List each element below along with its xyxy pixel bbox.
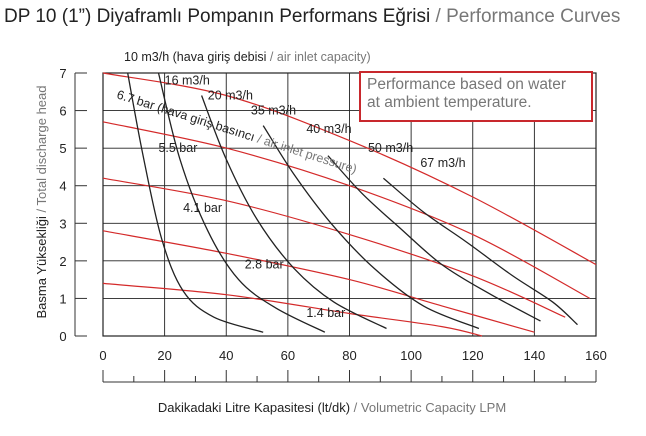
x-tick-label: 120 — [462, 348, 484, 363]
air-flow-curve — [262, 125, 480, 330]
title-separator: / — [435, 6, 441, 27]
air-pressure-title-sep: / — [256, 132, 264, 147]
y-axis-label-tr: Basma Yüksekliği — [34, 216, 49, 318]
air-flow-title-en: air inlet capacity) — [277, 50, 371, 64]
x-tick-label: 0 — [99, 348, 106, 363]
air-flow-curve — [157, 72, 326, 333]
y-tick-label: 6 — [59, 104, 66, 119]
y-tick-label: 5 — [59, 141, 66, 156]
note-line-1: Performance based on water — [367, 76, 567, 93]
y-tick-label: 3 — [59, 216, 66, 231]
y-tick-label: 2 — [59, 254, 66, 269]
x-axis-label-tr: Dakikadaki Litre Kapasitesi (lt/dk) — [158, 400, 350, 415]
y-axis-label: Basma Yüksekliği / Total discharge head — [34, 86, 49, 319]
flow-curve-label: 35 m3/h — [251, 103, 296, 117]
y-tick-label: 7 — [59, 66, 66, 81]
air-flow-series-title: 10 m3/h (hava giriş debisi / air inlet c… — [124, 50, 371, 64]
flow-curve-label: 16 m3/h — [165, 73, 210, 87]
curve-labels: 16 m3/h20 m3/h35 m3/h 40 m3/h 50 m3/h 67 m3… — [158, 73, 465, 320]
air-pressure-line — [102, 72, 597, 266]
x-tick-label: 80 — [342, 348, 356, 363]
y-tick-label: 1 — [59, 291, 66, 306]
air-pressure-line — [102, 230, 535, 333]
air-flow-curve — [200, 95, 387, 330]
y-tick-label: 4 — [59, 179, 66, 194]
flow-curve-label: 67 m3/h — [420, 156, 465, 170]
x-tick-label: 40 — [219, 348, 233, 363]
x-tick-label: 160 — [585, 348, 607, 363]
x-axis-label-en: Volumetric Capacity LPM — [361, 400, 506, 415]
pressure-line-label: 2.8 bar — [245, 257, 284, 271]
performance-note: Performance based on water at ambient te… — [359, 71, 593, 122]
pressure-line-label: 5.5 bar — [158, 141, 197, 155]
air-pressure-line — [102, 282, 483, 337]
flow-curve-label: 40 m3/h — [306, 122, 351, 136]
y-tick-label: 0 — [59, 329, 66, 344]
air-flow-curve — [127, 72, 264, 333]
pressure-line-label: 1.4 bar — [306, 306, 345, 320]
grid — [102, 72, 597, 337]
pressure-line-label: 4.1 bar — [183, 201, 222, 215]
air-flow-title-tr: 10 m3/h (hava giriş debisi — [124, 50, 266, 64]
air-flow-title-sep: / — [270, 50, 274, 64]
air-pressure-line — [102, 121, 591, 299]
x-tick-label: 60 — [281, 348, 295, 363]
title-turkish: DP 10 (1”) Diyaframlı Pompanın Performan… — [4, 6, 431, 27]
title-english: Performance Curves — [446, 6, 621, 27]
flow-curve-label: 50 m3/h — [368, 141, 413, 155]
x-tick-label: 100 — [400, 348, 422, 363]
y-axis-label-en: Total discharge head — [34, 86, 49, 206]
air-flow-curves — [127, 72, 578, 333]
y-axis: 0 1 2 3 4 5 6 7 — [59, 66, 87, 344]
air-pressure-title-en: air inlet pressure) — [262, 134, 358, 176]
x-axis-label: Dakikadaki Litre Kapasitesi (lt/dk) / Vo… — [158, 400, 506, 415]
air-pressure-line — [102, 177, 566, 318]
y-axis-label-sep: / — [34, 209, 49, 213]
air-flow-curve — [327, 155, 541, 322]
air-flow-curve — [382, 177, 578, 326]
note-line-2: at ambient temperature. — [367, 94, 532, 111]
x-tick-label: 20 — [157, 348, 171, 363]
x-tick-label: 140 — [524, 348, 546, 363]
chart-title: DP 10 (1”) Diyaframlı Pompanın Performan… — [4, 6, 620, 28]
flow-curve-label: 20 m3/h — [208, 88, 253, 102]
air-pressure-lines — [102, 72, 597, 337]
x-axis-label-sep: / — [354, 400, 358, 415]
x-axis: 0 20 40 60 80 100 120 140 160 — [99, 348, 607, 383]
